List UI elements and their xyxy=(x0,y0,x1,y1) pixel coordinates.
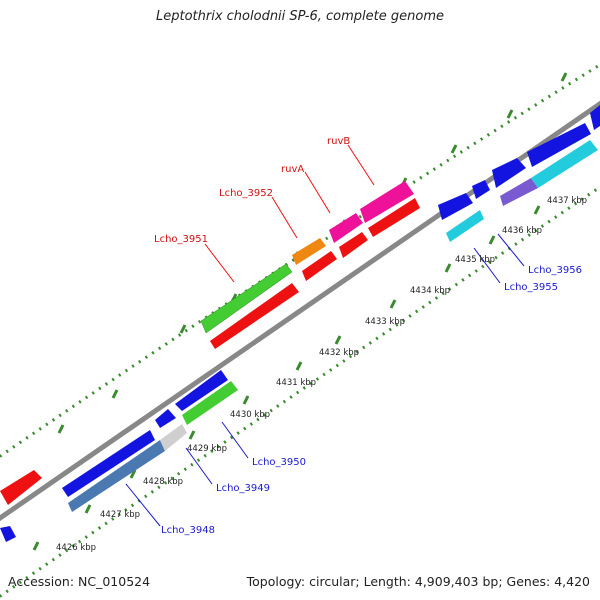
accession-text: Accession: NC_010524 xyxy=(8,574,151,589)
gene-lcho3951 xyxy=(200,263,293,334)
gene-label-lcho3949: Lcho_3949 xyxy=(216,483,270,494)
map-title: Leptothrix cholodnii SP-6, complete geno… xyxy=(156,9,444,24)
reverse-gene-labels: Lcho_3948 Lcho_3949 Lcho_3950 Lcho_3955 … xyxy=(161,265,582,536)
gene-lcho3952 xyxy=(292,238,326,265)
gene-inner-left-blue xyxy=(0,526,16,542)
gene-blue-4437-2 xyxy=(527,123,591,167)
gene-lcho3955 xyxy=(446,210,484,242)
forward-callouts xyxy=(204,144,375,283)
gene-reverse-blue-2 xyxy=(155,409,176,428)
gene-red-lower-1 xyxy=(210,283,299,349)
gene-label-lcho3948: Lcho_3948 xyxy=(161,525,215,536)
gene-lcho3956-purple xyxy=(500,178,538,206)
kbp-labels: 4426 kbp 4427 kbp 4428 kbp 4429 kbp 4430… xyxy=(56,196,587,553)
kbp-label: 4431 kbp xyxy=(276,378,316,388)
kbp-label: 4434 kbp xyxy=(410,286,450,296)
gene-label-lcho3955: Lcho_3955 xyxy=(504,282,558,293)
gene-ruva xyxy=(329,213,363,243)
gene-red-lower-4 xyxy=(368,198,420,237)
gene-red-lower-2 xyxy=(302,251,337,281)
kbp-label: 4430 kbp xyxy=(230,410,270,420)
gene-label-lcho3951: Lcho_3951 xyxy=(154,234,208,245)
gene-reverse-blue-3 xyxy=(175,370,228,411)
forward-gene-labels: Lcho_3951 Lcho_3952 ruvA ruvB xyxy=(154,136,350,245)
gene-label-lcho3956: Lcho_3956 xyxy=(528,265,582,276)
kbp-label: 4429 kbp xyxy=(187,444,227,454)
kbp-label: 4427 kbp xyxy=(100,510,140,520)
gene-label-lcho3950: Lcho_3950 xyxy=(252,457,306,468)
reverse-callouts xyxy=(125,233,525,527)
gene-forward-left-red xyxy=(0,470,42,505)
gene-ruvb xyxy=(360,181,414,223)
kbp-label: 4428 kbp xyxy=(143,477,183,487)
gene-lcho3956-cyan xyxy=(531,140,598,188)
gene-blue-4437-1 xyxy=(492,158,526,188)
gene-label-lcho3952: Lcho_3952 xyxy=(219,188,273,199)
gene-lcho3950 xyxy=(182,381,238,425)
genome-summary-text: Topology: circular; Length: 4,909,403 bp… xyxy=(246,574,590,589)
kbp-label: 4433 kbp xyxy=(365,317,405,327)
kbp-label: 4432 kbp xyxy=(319,348,359,358)
kbp-label: 4426 kbp xyxy=(56,543,96,553)
kbp-label: 4435 kbp xyxy=(455,255,495,265)
inner-genes xyxy=(0,140,598,542)
gene-reverse-blue-1 xyxy=(62,430,155,497)
gene-red-lower-3 xyxy=(339,232,368,258)
kbp-label: 4437 kbp xyxy=(547,196,587,206)
kbp-label: 4436 kbp xyxy=(502,226,542,236)
gene-lcho3948 xyxy=(68,440,165,512)
gene-blue-4435 xyxy=(438,193,473,220)
gene-blue-small-1 xyxy=(472,180,490,199)
gene-gray xyxy=(160,424,187,451)
gene-label-ruvb: ruvB xyxy=(327,136,350,147)
forward-genes xyxy=(0,105,600,505)
gene-label-ruva: ruvA xyxy=(281,164,304,175)
gene-blue-edge xyxy=(590,105,600,130)
